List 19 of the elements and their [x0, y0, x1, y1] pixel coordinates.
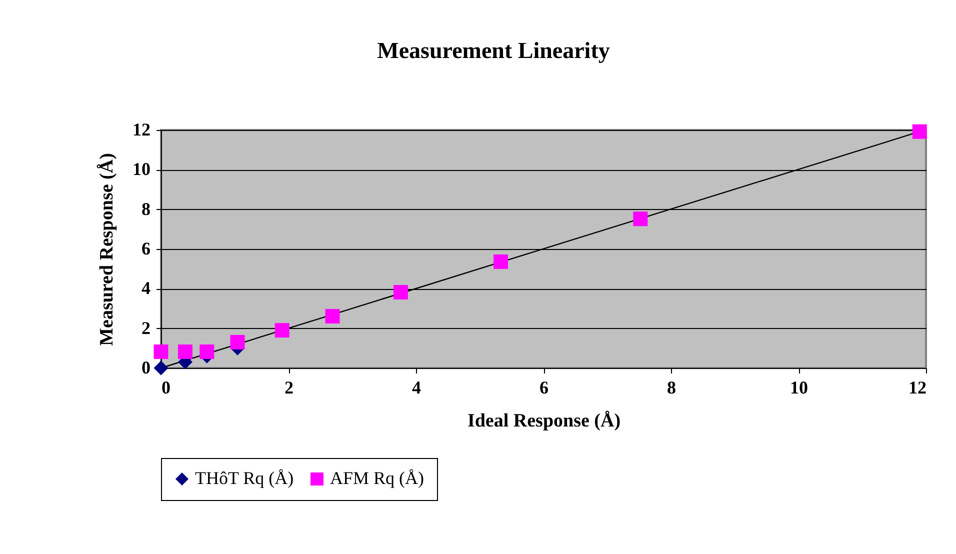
x-tick-label: 6 [540, 378, 548, 398]
x-tick-label: 2 [284, 378, 294, 398]
y-tick-label: 8 [142, 198, 150, 219]
x-tick-label: 8 [667, 378, 676, 398]
y-tick-label: 2 [142, 318, 150, 338]
x-tick-label: 4 [412, 378, 421, 398]
y-tick-label: 4 [142, 278, 150, 298]
x-tick-label: 0 [162, 378, 170, 398]
x-tick-label: 10 [790, 378, 808, 398]
y-tick-label: 6 [142, 238, 150, 258]
y-tick-label: 12 [132, 120, 150, 140]
x-axis-title: Ideal Response (Å) [467, 410, 621, 432]
y-axis-title: Measured Response (Å) [96, 153, 118, 346]
y-tick-label: 10 [132, 159, 150, 180]
chart-title: Measurement Linearity [377, 38, 610, 63]
legend-label: AFM Rq (Å) [330, 468, 424, 488]
legend-label: THôT Rq (Å) [195, 468, 294, 488]
y-tick-label: 0 [142, 358, 150, 378]
x-tick-label: 12 [908, 378, 926, 398]
